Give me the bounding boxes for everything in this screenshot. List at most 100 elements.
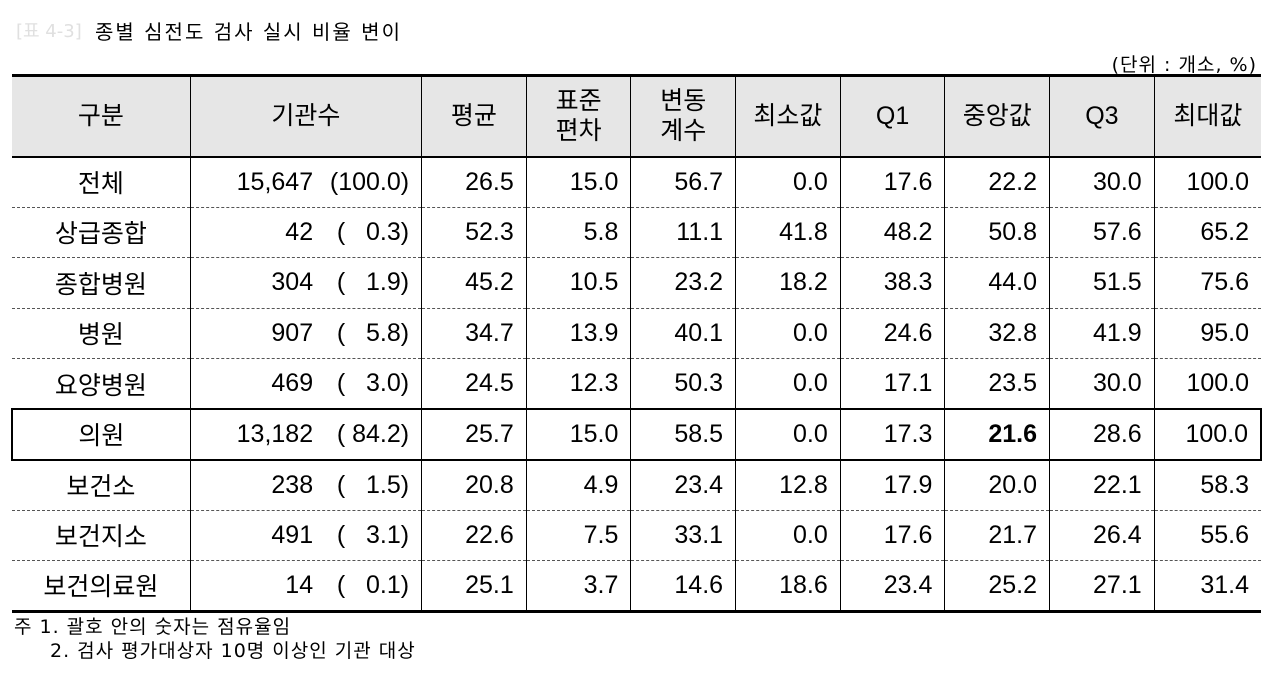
sd-cell: 4.9 [525, 459, 632, 511]
q1-cell: 38.3 [839, 257, 946, 309]
q3-cell: 26.4 [1049, 510, 1155, 561]
column-header: 구분 [12, 74, 191, 158]
column-header: Q1 [839, 74, 946, 158]
median-cell: 20.0 [944, 459, 1051, 511]
institution-count-cell: 15,647 (100.0) [189, 156, 423, 208]
cv-cell: 40.1 [630, 308, 737, 359]
institution-share: ( 0.3) [336, 217, 410, 246]
min-cell: 0.0 [735, 156, 841, 208]
institution-count: 14 [285, 570, 314, 599]
table-row: 의원 13,182 ( 84.2) 25.7 15.0 58.5 0.0 17.3 21.6 28… [10, 408, 1262, 461]
sd-cell: 5.8 [525, 207, 632, 258]
sd-cell: 3.7 [525, 560, 632, 613]
q3-cell: 41.9 [1049, 308, 1155, 359]
q1-cell: 17.1 [839, 358, 946, 410]
q3-cell: 57.6 [1049, 207, 1155, 258]
row-label: 요양병원 [12, 358, 191, 410]
cv-cell: 56.7 [630, 156, 737, 208]
table-row: 보건의료원 14 ( 0.1) 25.1 3.7 14.6 18.6 23.4 25.2 27.1… [12, 560, 1261, 613]
q3-cell: 28.6 [1049, 408, 1155, 461]
column-header: 표준 편차 [525, 74, 632, 158]
table-row: 요양병원 469 ( 3.0) 24.5 12.3 50.3 0.0 17.1 23.5 30.0… [12, 358, 1261, 410]
institution-count: 907 [271, 318, 314, 347]
max-cell: 100.0 [1153, 408, 1262, 461]
max-cell: 31.4 [1153, 560, 1261, 613]
institution-count: 469 [271, 369, 314, 397]
q3-cell: 27.1 [1049, 560, 1155, 613]
mean-cell: 25.1 [421, 560, 527, 613]
institution-share: ( 1.9) [336, 268, 410, 297]
institution-share: (100.0) [329, 167, 410, 196]
q3-cell: 22.1 [1049, 459, 1155, 511]
footnote-2: 2. 검사 평가대상자 10명 이상인 기관 대상 [50, 640, 416, 662]
table-row: 종합병원 304 ( 1.9) 45.2 10.5 23.2 18.2 38.3 44.0 51.… [12, 257, 1261, 309]
cv-cell: 33.1 [630, 510, 737, 561]
median-cell: 50.8 [944, 207, 1051, 258]
column-header: Q3 [1049, 74, 1155, 158]
table-row: 전체 15,647 (100.0) 26.5 15.0 56.7 0.0 17.6 22.2 30… [12, 156, 1261, 208]
table-number-tag: [표 4-3] [16, 21, 82, 42]
mean-cell: 20.8 [421, 459, 527, 511]
min-cell: 41.8 [735, 207, 841, 258]
institution-count: 304 [271, 268, 314, 297]
cv-cell: 58.5 [630, 408, 737, 461]
median-cell: 22.2 [944, 156, 1051, 208]
column-header: 기관수 [189, 74, 423, 158]
mean-cell: 22.6 [421, 510, 527, 561]
mean-cell: 45.2 [421, 257, 527, 309]
institution-count: 238 [271, 470, 314, 499]
cv-cell: 23.4 [630, 459, 737, 511]
institution-count-cell: 13,182 ( 84.2) [189, 408, 423, 461]
max-cell: 75.6 [1153, 257, 1261, 309]
max-cell: 58.3 [1153, 459, 1261, 511]
unit-label: (단위 : 개소, %) [1111, 54, 1257, 76]
institution-count-cell: 14 ( 0.1) [189, 560, 423, 613]
institution-count-cell: 907 ( 5.8) [189, 308, 423, 359]
institution-count: 491 [271, 520, 314, 549]
institution-count: 42 [285, 217, 314, 246]
table-row: 병원 907 ( 5.8) 34.7 13.9 40.1 0.0 24.6 32.8 41.9 95… [12, 308, 1261, 359]
median-cell: 44.0 [944, 257, 1051, 309]
institution-share: ( 1.5) [336, 470, 410, 499]
cv-cell: 50.3 [630, 358, 737, 410]
institution-count-cell: 491 ( 3.1) [189, 510, 423, 561]
q3-cell: 30.0 [1049, 358, 1155, 410]
cv-cell: 14.6 [630, 560, 737, 613]
max-cell: 100.0 [1153, 156, 1261, 208]
q1-cell: 17.9 [839, 459, 946, 511]
column-header: 변동 계수 [630, 74, 737, 158]
min-cell: 0.0 [735, 510, 841, 561]
sd-cell: 15.0 [525, 156, 632, 208]
min-cell: 0.0 [735, 358, 841, 410]
institution-share: ( 3.0) [336, 369, 410, 397]
mean-cell: 25.7 [421, 408, 527, 461]
mean-cell: 26.5 [421, 156, 527, 208]
min-cell: 12.8 [735, 459, 841, 511]
sd-cell: 15.0 [525, 408, 632, 461]
column-header: 최대값 [1153, 74, 1261, 158]
row-label: 전체 [12, 156, 191, 208]
table-title: [표 4-3] 종별 심전도 검사 실시 비율 변이 [0, 0, 1283, 44]
row-label: 보건지소 [12, 510, 191, 561]
mean-cell: 52.3 [421, 207, 527, 258]
institution-count-cell: 238 ( 1.5) [189, 459, 423, 511]
column-header: 중앙값 [944, 74, 1051, 158]
institution-count: 13,182 [236, 419, 314, 448]
institution-count-cell: 469 ( 3.0) [189, 358, 423, 410]
median-cell: 21.6 [944, 408, 1051, 461]
median-cell: 25.2 [944, 560, 1051, 613]
row-label: 상급종합 [12, 207, 191, 258]
institution-count: 15,647 [236, 167, 314, 196]
row-label: 병원 [12, 308, 191, 359]
cv-cell: 23.2 [630, 257, 737, 309]
median-cell: 23.5 [944, 358, 1051, 410]
row-label: 보건소 [12, 459, 191, 511]
row-label: 의원 [10, 408, 191, 461]
table-row: 보건지소 491 ( 3.1) 22.6 7.5 33.1 0.0 17.6 21.7 26.4 5… [12, 510, 1261, 561]
q1-cell: 17.3 [839, 408, 946, 461]
max-cell: 55.6 [1153, 510, 1261, 561]
header-row: 구분 기관수 평균 표준 편차 변동 계수 최소값 Q1 중앙값 Q3 최대값 [12, 74, 1261, 158]
q1-cell: 48.2 [839, 207, 946, 258]
median-cell: 21.7 [944, 510, 1051, 561]
sd-cell: 13.9 [525, 308, 632, 359]
